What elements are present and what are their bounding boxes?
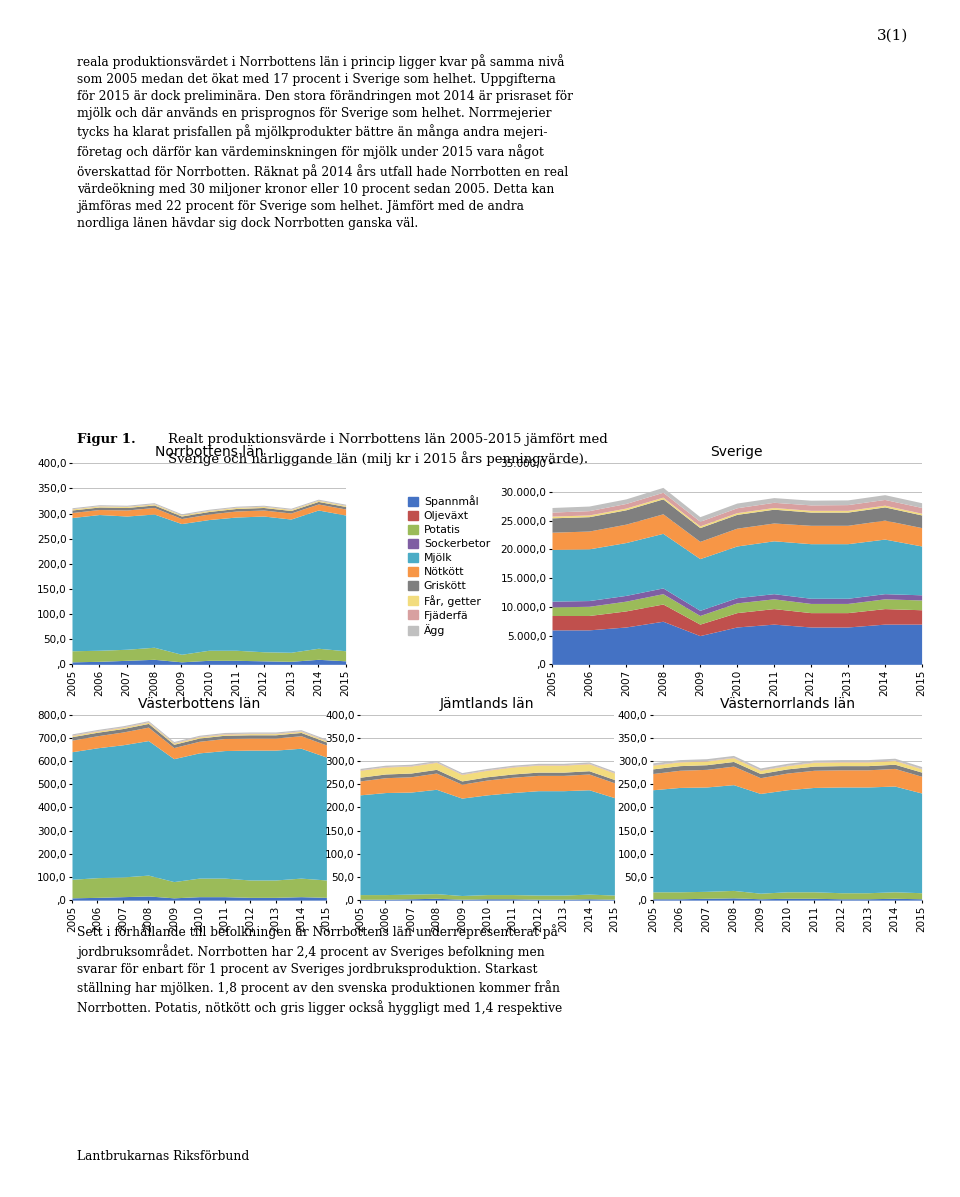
Title: Norrbottens län: Norrbottens län: [155, 445, 263, 460]
Text: Realt produktionsvärde i Norrbottens län 2005-2015 jämfört med
Sverige och närli: Realt produktionsvärde i Norrbottens län…: [168, 433, 608, 466]
Title: Sverige: Sverige: [710, 445, 763, 460]
Text: Figur 1.: Figur 1.: [77, 433, 135, 446]
Text: Lantbrukarnas Riksförbund: Lantbrukarnas Riksförbund: [77, 1150, 249, 1163]
Title: Västernorrlands län: Västernorrlands län: [720, 697, 854, 711]
Legend: Spannmål, Oljeväxt, Potatis, Sockerbetor, Mjölk, Nötkött, Griskött, Får, getter,: Spannmål, Oljeväxt, Potatis, Sockerbetor…: [408, 494, 490, 637]
Text: 3(1): 3(1): [877, 29, 908, 43]
Text: Sett i förhållande till befolkningen är Norrbottens län underrepresenterat på
jo: Sett i förhållande till befolkningen är …: [77, 924, 562, 1015]
Title: Västerbottens län: Västerbottens län: [138, 697, 260, 711]
Text: reala produktionsvärdet i Norrbottens län i princip ligger kvar på samma nivå
so: reala produktionsvärdet i Norrbottens lä…: [77, 54, 573, 230]
Title: Jämtlands län: Jämtlands län: [440, 697, 535, 711]
